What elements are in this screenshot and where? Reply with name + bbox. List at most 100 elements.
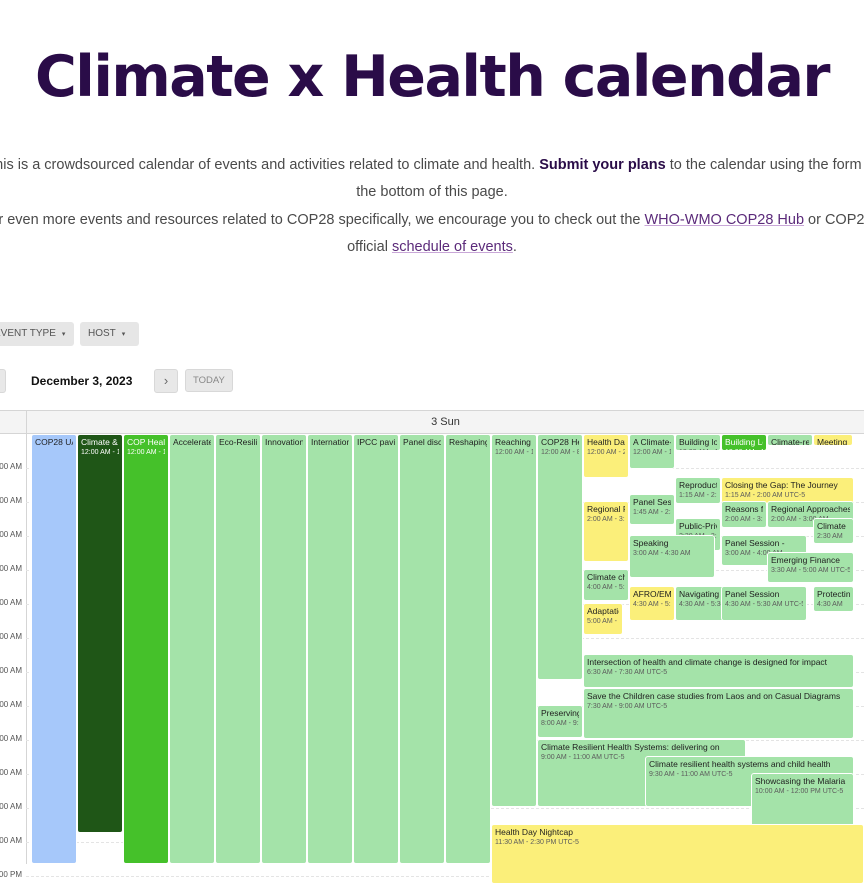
event-title: Climate-resilient — [771, 437, 809, 446]
calendar-event[interactable]: Regional Forum 2:00 AM - 3:30 AM — [583, 501, 629, 562]
time-label: 2:00 AM — [0, 530, 22, 539]
intro-paragraph: This is a crowdsourced calendar of event… — [0, 152, 864, 206]
event-title: AFRO/EMRO — [633, 589, 671, 599]
event-time: 3:00 AM - 4:30 AM — [633, 550, 691, 557]
event-title: Emerging Finance — [771, 555, 840, 565]
intro-text: This is a crowdsourced calendar of event… — [0, 157, 540, 173]
calendar-event[interactable]: Preserving 8:00 AM - 9:00 AM — [537, 705, 583, 738]
calendar-event[interactable]: Panel Session 1:45 AM - 2:45 AM — [629, 494, 675, 525]
event-time: 4:30 AM - 5:30 AM — [633, 601, 671, 608]
event-time: 1:15 AM - 2:30 AM — [679, 492, 717, 499]
calendar-event[interactable]: Protecting 4:30 AM — [813, 586, 854, 612]
event-title: COP28 Health — [541, 437, 579, 447]
event-time: 4:00 AM - 5:00 AM — [587, 584, 625, 591]
calendar-event[interactable]: International — [307, 434, 353, 864]
event-time: 2:00 AM - 3:00 AM — [771, 516, 829, 523]
calendar-event[interactable]: Building Local12:00 AM - 1:00 AM — [721, 434, 767, 451]
calendar-event[interactable]: Panel Session 4:30 AM - 5:30 AM UTC-5 — [721, 586, 807, 621]
calendar-event[interactable]: Health Day Nightcap 11:30 AM - 2:30 PM UT… — [491, 824, 864, 884]
event-title: Accelerate — [173, 437, 211, 447]
time-gutter: 12:00 AM 1:00 AM 2:00 AM 3:00 AM 4:00 AM 5:00… — [0, 434, 27, 879]
calendar-event[interactable]: AFRO/EMRO 4:30 AM - 5:30 AM — [629, 586, 675, 621]
event-title: Building Local — [725, 437, 763, 447]
calendar-event[interactable]: Health Day 12:00 AM - 2:00 AM — [583, 434, 629, 478]
calendar-event[interactable]: Intersection of health and climate chang… — [583, 654, 854, 688]
event-title: COP28 UAE — [35, 437, 73, 447]
event-time: 12:00 AM - 11:00 AM — [495, 449, 533, 456]
time-label: 6:00 AM — [0, 666, 22, 675]
calendar-event[interactable]: Innovation — [261, 434, 307, 864]
calendar-event[interactable]: Climate change 4:00 AM - 5:00 AM — [583, 569, 629, 601]
time-label: 10:00 AM — [0, 802, 22, 811]
event-time: 4:30 AM - 5:30 AM — [679, 601, 737, 608]
prev-day-button[interactable]: ‹ — [0, 369, 6, 393]
event-time: 3:30 AM - 5:00 AM UTC-5 — [771, 567, 850, 574]
event-time: 4:30 AM — [817, 601, 843, 608]
host-filter[interactable]: HOST ▾ — [80, 322, 139, 346]
calendar-event[interactable]: Accelerate — [169, 434, 215, 864]
event-title: Reaching — [495, 437, 531, 447]
event-title: Preserving — [541, 708, 579, 718]
event-time: 2:00 AM - 3:00 AM — [725, 516, 763, 523]
calendar-day-view: 3 Sun 12:00 AM 1:00 AM 2:00 AM 3:00 AM 4:00 … — [0, 410, 864, 884]
calendar-event[interactable]: COP28 Health 12:00 AM - 8:00 AM — [537, 434, 583, 680]
event-title: Navigating — [679, 589, 720, 599]
calendar-event[interactable]: A Climate- 12:00 AM - 1:30 AM — [629, 434, 675, 469]
event-time: 12:00 AM - 11:59 PM — [81, 449, 119, 456]
schedule-of-events-link[interactable]: schedule of events — [391, 239, 513, 255]
event-title: International — [311, 437, 349, 447]
event-title: Building local — [679, 437, 717, 447]
event-title: Climate resilient health systems and chi… — [649, 759, 831, 769]
event-time: 4:30 AM - 5:30 AM UTC-5 — [725, 601, 803, 608]
calendar-event[interactable]: Eco-Resilience — [215, 434, 261, 864]
event-title: A Climate- — [633, 437, 671, 447]
calendar-event[interactable]: Reshaping — [445, 434, 491, 864]
event-title: Panel Session — [725, 589, 780, 599]
event-type-filter[interactable]: EVENT TYPE ▾ — [0, 322, 74, 346]
chevron-right-icon: › — [163, 373, 169, 388]
calendar-event[interactable]: Panel discussion — [399, 434, 445, 864]
event-time: 6:30 AM - 7:30 AM UTC-5 — [587, 669, 668, 676]
next-day-button[interactable]: › — [154, 369, 178, 393]
calendar-event[interactable]: Meeting12:00 AM — [813, 434, 853, 446]
event-time: 5:00 AM - 6:00 AM — [587, 618, 619, 625]
calendar-event[interactable]: COP Health 12:00 AM - 11:59 PM — [123, 434, 169, 864]
event-time: 9:00 AM - 11:00 AM UTC-5 — [541, 754, 625, 761]
event-title: Save the Children case studies from Laos… — [587, 691, 841, 701]
event-title: Reproductive — [679, 480, 717, 490]
who-wmo-hub-link[interactable]: WHO-WMO COP28 Hub — [644, 212, 805, 228]
chevron-down-icon: ▾ — [121, 331, 126, 338]
event-title: Panel discussion — [403, 437, 441, 447]
event-title: Regional Approaches — [771, 504, 850, 514]
event-title: Reshaping — [449, 437, 487, 447]
calendar-event[interactable]: IPCC pavilion — [353, 434, 399, 864]
time-label: 12:00 AM — [0, 462, 22, 471]
submit-plans-text: Submit your plans — [539, 157, 666, 173]
calendar-event[interactable]: Closing the Gap: The Journey 1:15 AM - 2:… — [721, 477, 854, 504]
calendar-event[interactable]: Reaching 12:00 AM - 11:00 AM — [491, 434, 537, 807]
calendar-event[interactable]: COP28 UAE — [31, 434, 77, 864]
event-time: 2:00 AM - 3:30 AM — [587, 516, 625, 523]
event-time: 12:00 AM - 1:00 AM — [725, 448, 763, 450]
calendar-event[interactable]: Speaking 3:00 AM - 4:30 AM — [629, 535, 715, 578]
calendar-event[interactable]: Climate & Health 12:00 AM - 11:59 PM — [77, 434, 123, 833]
event-title: Health Day Nightcap — [495, 827, 573, 837]
calendar-event[interactable]: Adaptation 5:00 AM - 6:00 AM — [583, 603, 623, 635]
calendar-event[interactable]: Building local12:00 AM - 1:00 AM — [675, 434, 721, 451]
event-type-label: EVENT TYPE — [0, 328, 56, 339]
page-title: Climate x Health calendar — [34, 44, 831, 110]
event-title: Panel Session - — [725, 538, 785, 548]
calendar-event[interactable]: Climate-resilient12:00 AM - 1:00 AM — [767, 434, 813, 446]
event-title: Adaptation — [587, 606, 619, 616]
event-title: Innovation — [265, 437, 303, 447]
calendar-event[interactable]: Reproductive 1:15 AM - 2:30 AM — [675, 477, 721, 504]
today-button[interactable]: TODAY — [185, 369, 233, 392]
event-title: COP Health — [127, 437, 165, 447]
intro-text-end: to the calendar using the form at the bo… — [356, 157, 864, 200]
calendar-event[interactable]: Climate 2:30 AM — [813, 518, 854, 544]
time-label: 12:00 PM — [0, 870, 22, 879]
calendar-event[interactable]: Save the Children case studies from Laos… — [583, 688, 854, 739]
calendar-event[interactable]: Reasons for 2:00 AM - 3:00 AM — [721, 501, 767, 528]
resources-text-end: . — [512, 239, 517, 255]
calendar-event[interactable]: Emerging Finance 3:30 AM - 5:00 AM UTC-5 — [767, 552, 854, 583]
